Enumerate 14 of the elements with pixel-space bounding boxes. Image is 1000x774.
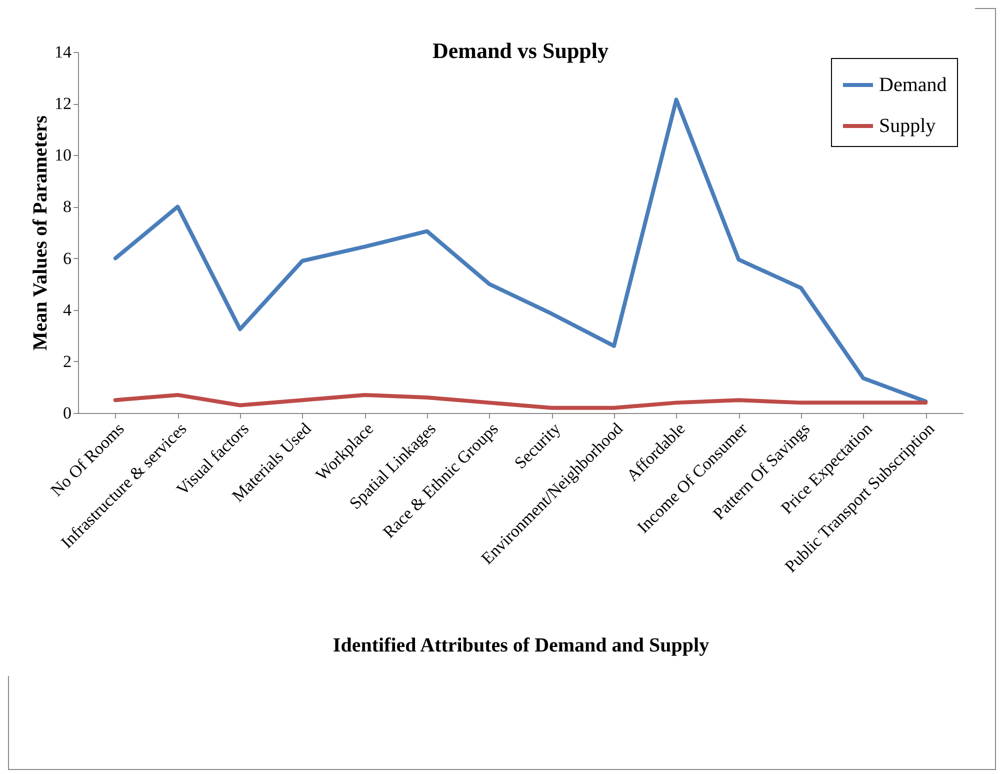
- y-tick-label: 10: [54, 146, 72, 165]
- line-series: [113, 392, 928, 410]
- y-axis-title: Mean Values of Parameters: [30, 115, 52, 350]
- y-tick-label: 14: [54, 42, 72, 62]
- legend-label: Demand: [879, 74, 947, 96]
- y-tick-label: 2: [63, 352, 72, 371]
- y-tick-label: 4: [63, 300, 72, 320]
- legend-label: Supply: [879, 115, 936, 137]
- chart-title: Demand vs Supply: [432, 38, 609, 63]
- x-axis-title: Identified Attributes of Demand and Supply: [332, 634, 710, 657]
- y-tick-label: 0: [63, 404, 72, 422]
- y-tick-label: 6: [63, 248, 72, 268]
- y-tick-label: 12: [54, 94, 72, 114]
- y-tick-label: 8: [63, 197, 72, 216]
